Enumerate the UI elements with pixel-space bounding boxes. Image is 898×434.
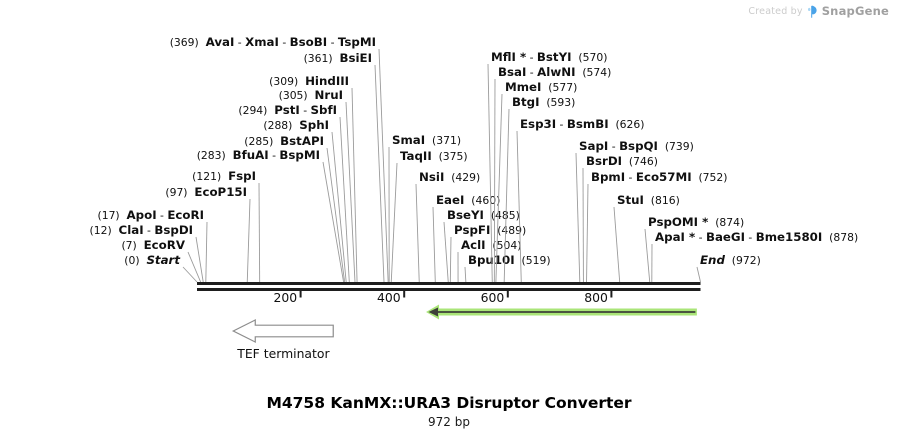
map-title: M4758 KanMX::URA3 Disruptor Converter [266,394,632,412]
leader-line [575,152,581,283]
leader-line [613,206,621,283]
leader-line [415,183,420,283]
leader-line [322,161,345,283]
enzyme-site-label: (369) AvaI - XmaI - BsoBI - TspMI [170,35,376,49]
leader-line [374,64,385,283]
enzyme-site-label: (309) HindIII [269,74,349,88]
terminus-label: (0) Start [124,253,180,267]
leader-line [258,182,261,283]
enzyme-site-label: MflI * - BstYI (570) [491,50,607,64]
enzyme-site-label: (121) FspI [192,169,256,183]
primer-arrowhead [428,307,439,317]
leader-line [390,162,398,283]
axis-tick-label: 800 [584,290,608,305]
enzyme-site-label: BsaI - AlwNI (574) [498,65,611,79]
leader-line [345,101,356,283]
enzyme-site-label: (288) SphI [263,118,329,132]
enzyme-site-label: (7) EcoRV [121,238,185,252]
enzyme-site-label: BsrDI (746) [586,154,658,168]
leader-line [182,266,198,283]
leader-line [449,236,452,283]
leader-line [187,251,202,283]
enzyme-site-label: (97) EcoP15I [165,185,247,199]
enzyme-site-label: BpmI - Eco57MI (752) [591,170,728,184]
enzyme-site-label: (294) PstI - SbfI [238,103,337,117]
leader-line [586,183,589,283]
enzyme-site-label: Bpu10I (519) [468,253,551,267]
leader-line [432,206,436,283]
leader-line [495,93,503,283]
enzyme-site-label: BtgI (593) [512,95,575,109]
map-length: 972 bp [428,415,470,429]
tef-terminator-feature: TEF terminator [231,319,334,361]
leader-line [493,78,496,283]
enzyme-site-label: (285) BstAPI [244,134,324,148]
watermark-created-by: Created by [748,5,803,17]
enzyme-site-label: PspFI (489) [454,223,526,237]
enzyme-site-label: Esp3I - BsmBI (626) [520,117,644,131]
enzyme-site-label: BseYI (485) [447,208,520,222]
axis-tick-label: 600 [481,290,505,305]
primer-arrow [426,304,697,320]
enzyme-site-label: NsiI (429) [419,170,480,184]
enzyme-site-label: (17) ApoI - EcoRI [97,208,204,222]
leader-line [246,198,251,283]
enzyme-site-label: EaeI (460) [436,193,500,207]
enzyme-site-label: (305) NruI [279,88,343,102]
leader-line [205,221,208,283]
snapgene-logo-icon [807,5,817,18]
leader-line [378,48,389,283]
terminus-label: End (972) [700,253,761,267]
leader-line [331,131,347,283]
leader-line [487,63,493,283]
enzyme-site-label: PspOMI * (874) [648,215,744,229]
leader-line [195,236,204,283]
enzyme-site-label: (12) ClaI - BspDI [90,223,194,237]
leader-line [339,116,350,283]
leader-line [326,147,346,283]
enzyme-site-label: StuI (816) [617,193,680,207]
enzyme-site-label: SmaI (371) [392,133,461,147]
enzyme-site-label: TaqII (375) [400,149,468,163]
sequence-bar-top [197,282,701,285]
tef-terminator-arrow [231,319,334,343]
watermark: Created by SnapGene [748,5,889,18]
leader-line [351,87,358,283]
sequence-bar-bottom [197,288,701,291]
enzyme-site-label: MmeI (577) [505,80,577,94]
axis-tick-label: 200 [273,290,297,305]
leader-line [644,228,651,283]
tef-terminator-label: TEF terminator [236,346,330,361]
axis-tick-label: 400 [377,290,401,305]
leader-line [503,108,510,283]
sequence-map-svg: (369) AvaI - XmaI - BsoBI - TspMI (361) B… [90,35,859,361]
leader-line [464,266,467,283]
enzyme-site-label: ApaI * - BaeGI - Bme1580I (878) [655,230,858,244]
title-block: M4758 KanMX::URA3 Disruptor Converter 97… [0,394,898,429]
leader-line [696,266,701,283]
enzyme-site-label: (283) BfuAI - BspMI [197,148,320,162]
enzyme-site-label: SapI - BspQI (739) [579,139,694,153]
leader-line [443,221,449,283]
enzyme-site-label: (361) BsiEI [304,51,372,65]
watermark-brand: SnapGene [821,3,889,18]
leader-line [516,130,522,283]
